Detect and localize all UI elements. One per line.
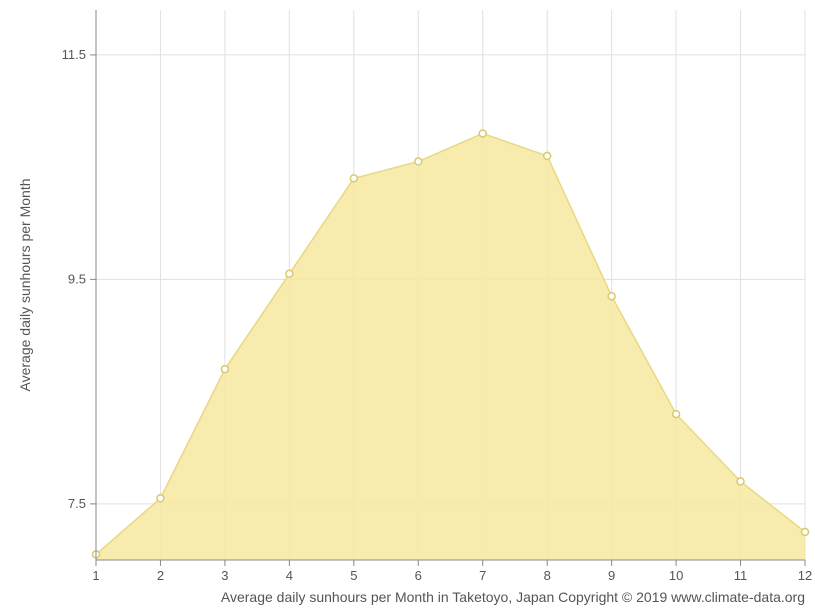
y-tick-label: 11.5	[62, 47, 86, 62]
data-marker	[350, 175, 357, 182]
data-marker	[157, 495, 164, 502]
data-marker	[673, 411, 680, 418]
x-tick-label: 4	[286, 568, 293, 583]
x-tick-label: 6	[415, 568, 422, 583]
data-marker	[415, 158, 422, 165]
x-tick-label: 11	[734, 568, 748, 583]
data-marker	[479, 130, 486, 137]
x-tick-label: 2	[157, 568, 164, 583]
x-tick-label: 3	[221, 568, 228, 583]
x-tick-label: 12	[798, 568, 812, 583]
data-marker	[221, 366, 228, 373]
chart-caption: Average daily sunhours per Month in Take…	[221, 589, 805, 605]
x-tick-label: 1	[92, 568, 99, 583]
chart-container: 7.59.511.5123456789101112Average daily s…	[0, 0, 815, 611]
x-tick-label: 9	[608, 568, 615, 583]
data-marker	[286, 270, 293, 277]
data-marker	[802, 528, 809, 535]
data-marker	[544, 152, 551, 159]
y-tick-label: 7.5	[68, 496, 86, 511]
data-marker	[608, 293, 615, 300]
area-fill	[96, 133, 805, 560]
x-tick-label: 7	[479, 568, 486, 583]
y-axis-title: Average daily sunhours per Month	[17, 179, 33, 392]
x-tick-label: 10	[669, 568, 683, 583]
x-tick-label: 8	[544, 568, 551, 583]
data-marker	[737, 478, 744, 485]
x-tick-label: 5	[350, 568, 357, 583]
sunhours-area-chart: 7.59.511.5123456789101112Average daily s…	[0, 0, 815, 611]
y-tick-label: 9.5	[68, 271, 86, 286]
